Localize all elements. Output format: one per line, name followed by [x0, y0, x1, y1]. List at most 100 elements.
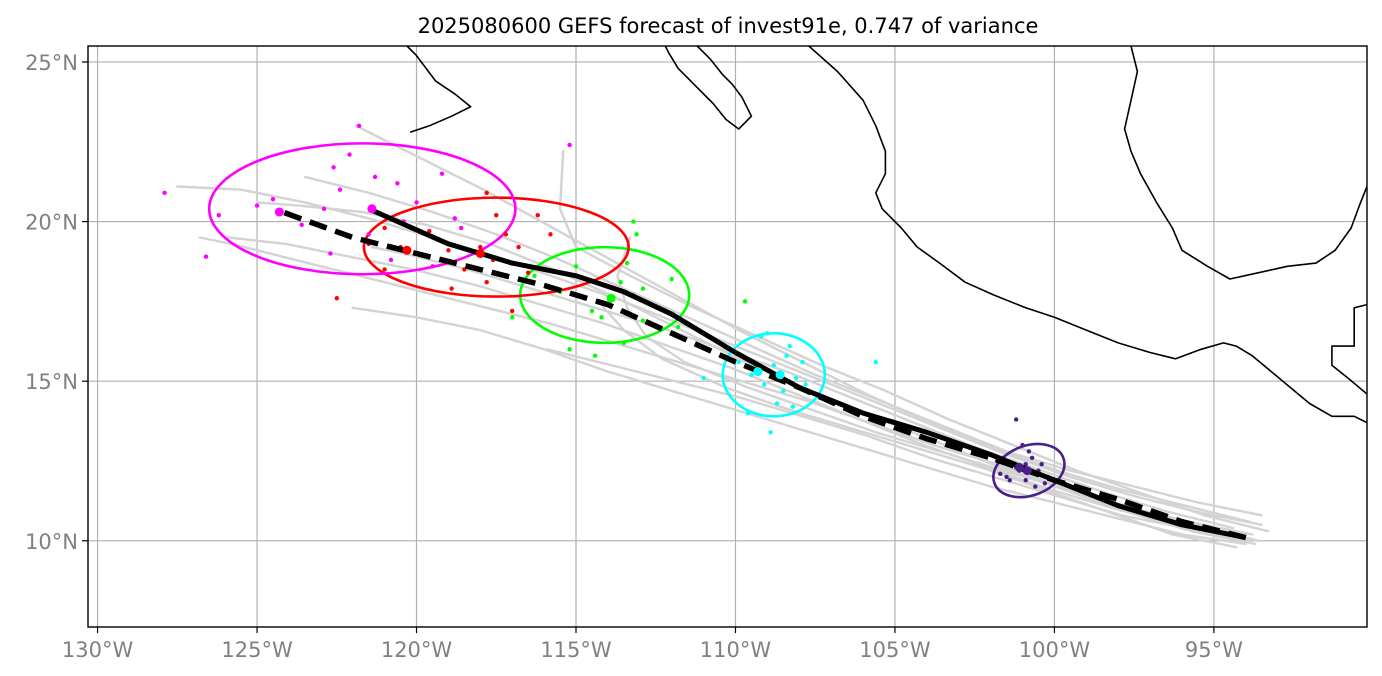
member-point-2-7 — [624, 260, 630, 266]
lon-tick-label: 120°W — [381, 638, 453, 662]
member-point-2-11 — [631, 219, 636, 224]
lat-tick-label: 25°N — [25, 51, 78, 75]
member-point-4-1 — [203, 254, 209, 259]
ensemble-member-track-8 — [227, 236, 1244, 539]
member-point-3-9 — [503, 232, 509, 237]
member-point-1-11 — [784, 353, 789, 358]
gridlines — [88, 46, 1367, 627]
member-point-2-12 — [567, 347, 572, 352]
ellipse-center-markers — [274, 204, 1032, 476]
lon-tick-label: 95°W — [1185, 638, 1243, 662]
member-point-4-16 — [366, 232, 371, 237]
coastline-0 — [406, 46, 472, 133]
member-point-3-17 — [334, 295, 339, 301]
member-point-4-8 — [347, 152, 352, 157]
member-point-2-18 — [675, 324, 681, 330]
member-point-2-17 — [742, 299, 748, 304]
track-center-marker-1-0 — [775, 370, 785, 380]
member-point-2-8 — [669, 276, 674, 282]
member-point-4-12 — [395, 181, 400, 186]
mean-tracks — [281, 206, 1247, 541]
member-point-3-19 — [525, 270, 531, 275]
member-point-0-6 — [1042, 481, 1048, 486]
coastline-2 — [808, 46, 1367, 424]
member-point-1-7 — [787, 343, 792, 349]
member-point-3-5 — [446, 248, 451, 253]
member-point-2-16 — [532, 273, 537, 279]
ensemble-member-track-7 — [558, 150, 1270, 533]
member-point-2-10 — [634, 232, 639, 237]
member-point-4-17 — [388, 257, 394, 263]
member-point-3-7 — [478, 244, 483, 250]
member-point-4-7 — [337, 187, 343, 192]
track-center-marker-1-1 — [753, 367, 763, 377]
coastlines — [406, 46, 1367, 424]
lat-tick-label: 10°N — [25, 530, 78, 554]
member-point-3-13 — [494, 212, 499, 218]
member-point-1-18 — [790, 404, 796, 409]
lat-tick-label: 20°N — [25, 211, 78, 235]
member-position-points — [162, 123, 1051, 489]
member-point-2-2 — [589, 308, 595, 314]
member-point-0-9 — [1033, 484, 1038, 489]
uncertainty-ellipses — [207, 142, 1066, 499]
plot-frame — [87, 45, 1368, 628]
member-point-4-2 — [216, 212, 221, 218]
member-point-4-20 — [458, 225, 464, 231]
track-center-marker-4-0 — [367, 204, 377, 214]
member-point-0-17 — [1039, 461, 1044, 467]
ensemble-mean-track — [367, 206, 1247, 541]
member-point-4-4 — [270, 197, 276, 202]
member-point-1-1 — [749, 372, 754, 378]
coastline-4 — [1331, 303, 1367, 395]
member-point-0-10 — [1023, 461, 1028, 467]
track-center-marker-2-0 — [606, 293, 616, 303]
member-point-4-18 — [430, 264, 435, 269]
member-point-3-15 — [484, 280, 489, 285]
lon-tick-label: 105°W — [859, 638, 931, 662]
member-point-4-21 — [328, 251, 333, 256]
uncertainty-ellipse-3 — [362, 196, 630, 298]
member-point-4-14 — [439, 171, 445, 176]
member-point-2-4 — [618, 280, 623, 285]
lat-tick-label: 15°N — [25, 370, 78, 394]
member-point-4-6 — [321, 206, 327, 212]
member-point-3-14 — [449, 286, 454, 291]
member-point-3-10 — [516, 244, 521, 250]
member-point-1-14 — [768, 430, 773, 435]
member-point-0-3 — [1023, 477, 1028, 483]
ensemble-member-track-10 — [370, 245, 1235, 530]
member-point-2-6 — [640, 318, 646, 323]
member-point-2-15 — [510, 315, 515, 320]
member-point-0-16 — [998, 471, 1003, 476]
member-point-3-16 — [510, 308, 515, 314]
member-point-1-8 — [765, 331, 770, 336]
member-point-1-2 — [761, 382, 767, 387]
member-point-3-1 — [382, 225, 387, 231]
member-point-2-13 — [592, 353, 598, 358]
member-point-1-9 — [774, 401, 780, 406]
member-point-1-6 — [800, 359, 805, 365]
ensemble-member-track-3 — [351, 306, 1247, 546]
member-point-0-7 — [1020, 442, 1025, 448]
member-point-1-4 — [781, 388, 786, 393]
member-point-2-1 — [573, 264, 579, 269]
member-point-4-5 — [299, 222, 304, 227]
member-point-4-19 — [567, 142, 572, 148]
member-point-4-10 — [356, 123, 362, 129]
uncertainty-ellipse-1 — [721, 332, 827, 418]
chart-title: 2025080600 GEFS forecast of invest91e, 0… — [418, 14, 1039, 38]
member-point-4-3 — [254, 203, 260, 208]
pc-mean-track-dashed — [281, 209, 1247, 541]
member-point-3-11 — [535, 212, 540, 218]
member-point-1-12 — [803, 382, 808, 387]
member-point-3-20 — [484, 190, 489, 196]
coastline-1 — [664, 46, 753, 130]
member-point-0-14 — [1026, 449, 1032, 454]
coastline-3 — [1123, 46, 1367, 280]
uncertainty-ellipse-4 — [207, 142, 517, 276]
track-center-marker-3-0 — [402, 245, 412, 255]
member-point-2-9 — [599, 315, 604, 320]
member-point-1-13 — [758, 334, 764, 339]
